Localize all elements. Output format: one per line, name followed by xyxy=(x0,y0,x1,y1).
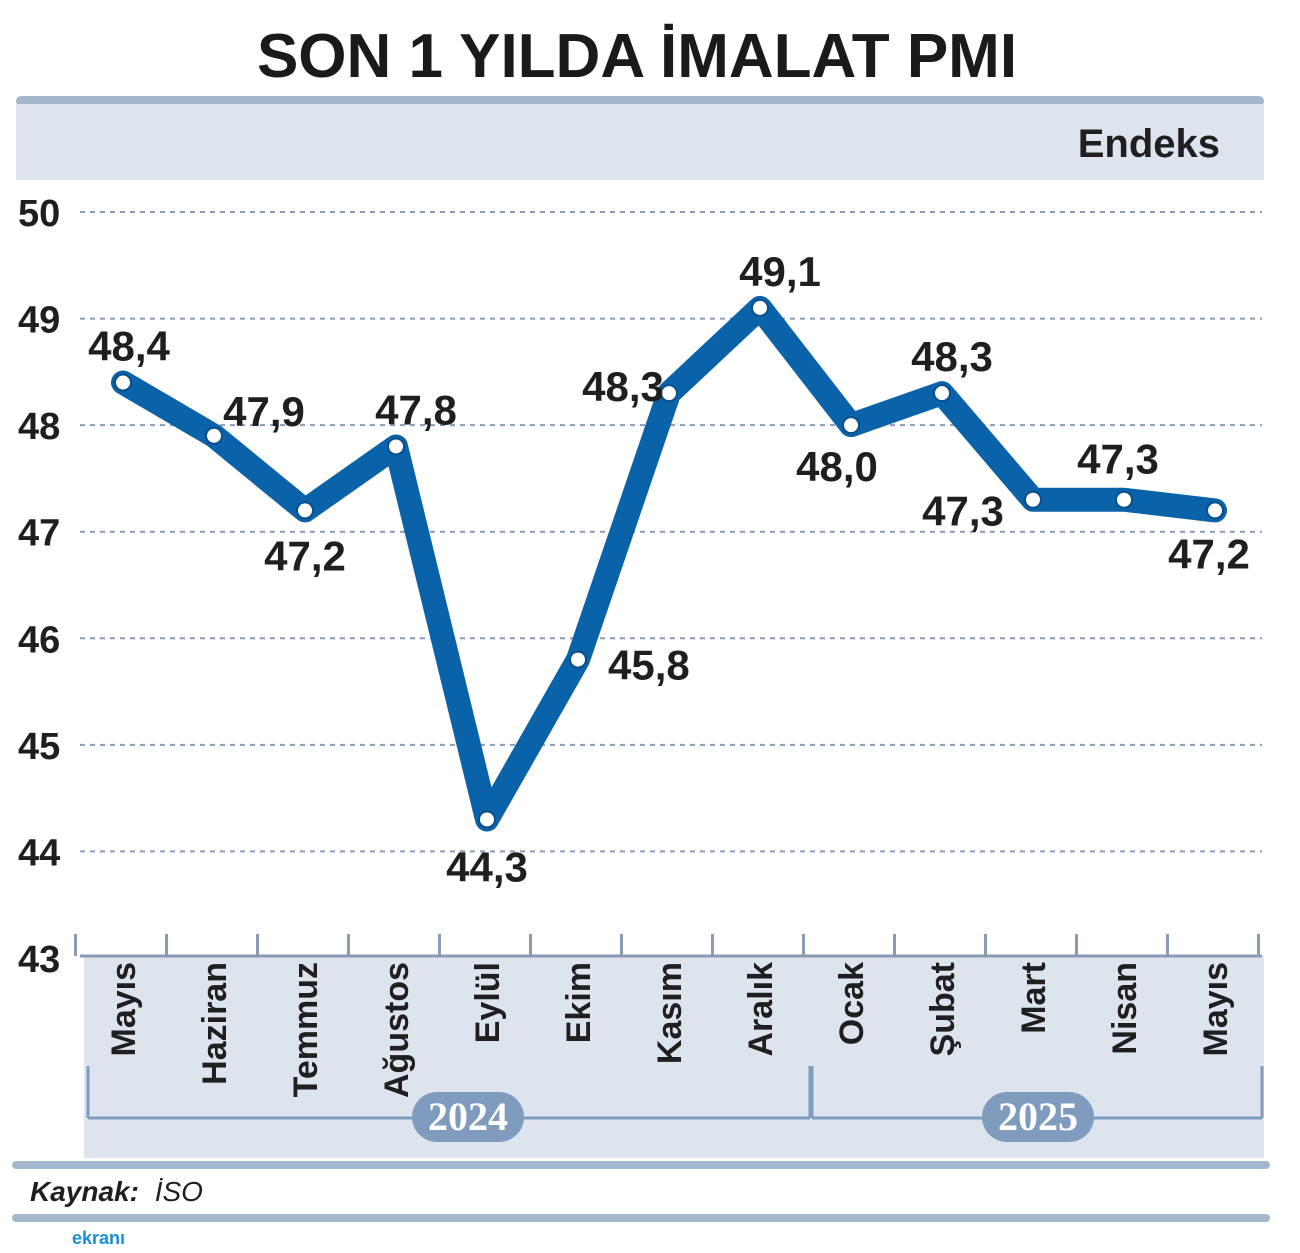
source-key: Kaynak: xyxy=(30,1176,139,1207)
data-point xyxy=(205,426,223,445)
x-tick-label: Mart xyxy=(1015,962,1053,1034)
y-tick-label: 44 xyxy=(18,832,60,874)
data-point xyxy=(296,501,314,520)
data-point xyxy=(751,298,769,317)
data-label: 48,3 xyxy=(911,333,993,380)
data-point xyxy=(1024,490,1042,509)
header-band xyxy=(16,104,1264,180)
data-point xyxy=(478,810,496,829)
footer-rule-top xyxy=(12,1161,1270,1169)
data-point xyxy=(1206,501,1224,520)
data-label: 47,2 xyxy=(1168,530,1250,577)
y-tick-label: 46 xyxy=(18,619,60,661)
watermark-logo: ekranı xyxy=(72,1228,125,1248)
data-point xyxy=(660,384,678,403)
data-label: 44,3 xyxy=(446,843,528,890)
x-axis-ticks xyxy=(74,934,1262,958)
data-label: 45,8 xyxy=(608,642,690,689)
data-point xyxy=(933,384,951,403)
year-badge xyxy=(412,1092,524,1142)
year-badge xyxy=(982,1092,1094,1142)
source-note: Kaynak: İSO xyxy=(30,1176,203,1207)
x-tick-label: Şubat xyxy=(924,962,962,1056)
x-tick-label: Ağustos xyxy=(378,962,416,1098)
y-tick-label: 48 xyxy=(18,406,60,448)
x-tick-label: Nisan xyxy=(1106,962,1144,1055)
x-tick-label: Mayıs xyxy=(105,962,143,1057)
y-tick-label: 50 xyxy=(18,193,60,235)
data-point xyxy=(1115,490,1133,509)
data-point xyxy=(387,437,405,456)
data-labels: 48,4 47,9 47,2 47,8 44,3 45,8 48,3 49,1 48,0 48,3… xyxy=(88,248,1250,891)
year-brackets: 2024 2025 xyxy=(86,1066,1264,1142)
data-label: 48,3 xyxy=(582,363,664,410)
data-label: 48,0 xyxy=(796,443,878,490)
data-label: 48,4 xyxy=(88,323,170,370)
data-label: 47,2 xyxy=(264,532,346,579)
x-tick-label: Mayıs xyxy=(1197,962,1235,1057)
x-tick-label: Eylül xyxy=(469,962,507,1043)
chart-title: SON 1 YILDA İMALAT PMI xyxy=(257,22,1017,91)
y-axis-unit-label: Endeks xyxy=(1078,122,1220,166)
data-point xyxy=(842,416,860,435)
data-label: 49,1 xyxy=(739,248,821,295)
x-tick-label: Kasım xyxy=(651,962,689,1064)
data-label: 47,3 xyxy=(922,488,1004,535)
header-band-top-rule xyxy=(16,96,1264,106)
y-tick-label: 43 xyxy=(18,939,60,981)
y-tick-label: 49 xyxy=(18,300,60,342)
source-value: İSO xyxy=(155,1176,203,1207)
x-tick-label: Aralık xyxy=(742,962,780,1057)
data-point xyxy=(114,373,132,392)
grid-lines xyxy=(80,211,1262,853)
x-tick-label: Ekim xyxy=(560,962,598,1043)
data-points xyxy=(114,298,1224,829)
x-tick-label: Temmuz xyxy=(287,962,325,1097)
data-label: 47,9 xyxy=(223,388,305,435)
year-label: 2024 xyxy=(428,1094,508,1139)
x-tick-label: Ocak xyxy=(833,962,871,1045)
y-tick-label: 45 xyxy=(18,726,60,768)
data-label: 47,8 xyxy=(375,386,457,433)
footer-rule-bottom xyxy=(12,1214,1270,1222)
x-tick-label: Haziran xyxy=(196,962,234,1085)
data-point xyxy=(569,650,587,669)
year-label: 2025 xyxy=(998,1094,1078,1139)
data-label: 47,3 xyxy=(1077,436,1159,483)
y-tick-label: 47 xyxy=(18,513,60,555)
x-axis-labels: Mayıs Haziran Temmuz Ağustos Eylül Ekim Kasım A… xyxy=(105,962,1235,1098)
y-axis-ticks: 43 44 45 46 47 48 49 50 xyxy=(18,193,60,981)
